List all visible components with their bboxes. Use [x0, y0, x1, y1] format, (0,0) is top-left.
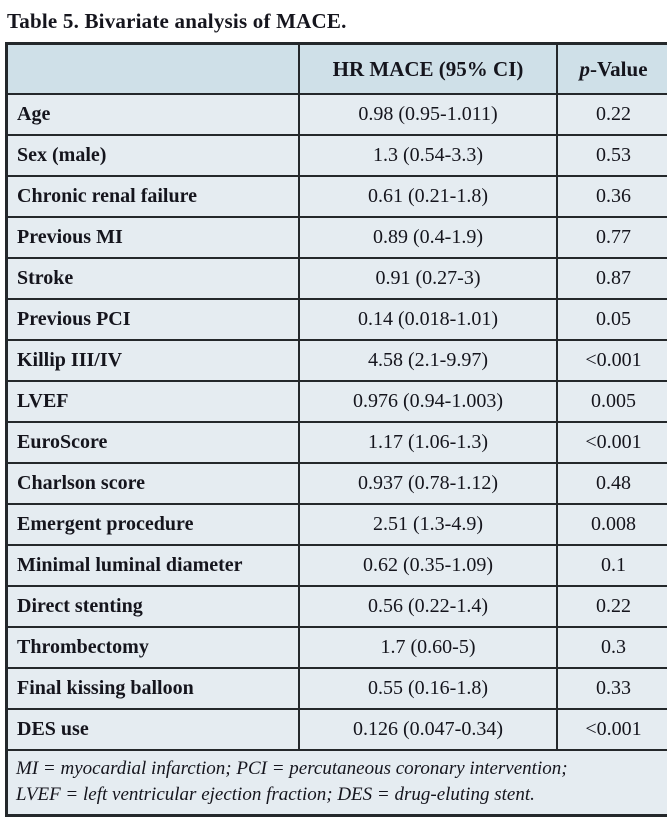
row-label: Direct stenting [5, 585, 300, 628]
row-label: Stroke [5, 257, 300, 300]
bivariate-analysis-table: HR MACE (95% CI) p-Value Age 0.98 (0.95-… [5, 42, 667, 817]
row-label: Charlson score [5, 462, 300, 505]
hr-value: 0.55 (0.16-1.8) [298, 667, 558, 710]
hr-value: 1.7 (0.60-5) [298, 626, 558, 669]
row-label: Sex (male) [5, 134, 300, 177]
footnote-cell: MI = myocardial infarction; PCI = percut… [5, 749, 667, 817]
table-row: Charlson score 0.937 (0.78-1.12) 0.48 [5, 462, 667, 505]
hr-value: 0.56 (0.22-1.4) [298, 585, 558, 628]
hr-value: 2.51 (1.3-4.9) [298, 503, 558, 546]
p-value: <0.001 [556, 421, 667, 464]
table-row: Previous MI 0.89 (0.4-1.9) 0.77 [5, 216, 667, 259]
table-row: DES use 0.126 (0.047-0.34) <0.001 [5, 708, 667, 751]
p-value: 0.05 [556, 298, 667, 341]
p-value: 0.22 [556, 585, 667, 628]
p-value: 0.33 [556, 667, 667, 710]
row-label: Emergent procedure [5, 503, 300, 546]
row-label: Previous MI [5, 216, 300, 259]
p-value: 0.48 [556, 462, 667, 505]
table-body: Age 0.98 (0.95-1.011) 0.22 Sex (male) 1.… [5, 93, 667, 751]
header-empty-cell [5, 42, 300, 95]
row-label: LVEF [5, 380, 300, 423]
p-value: 0.1 [556, 544, 667, 587]
p-value: 0.53 [556, 134, 667, 177]
p-value: 0.22 [556, 93, 667, 136]
table-row: Stroke 0.91 (0.27-3) 0.87 [5, 257, 667, 300]
table-row: Age 0.98 (0.95-1.011) 0.22 [5, 93, 667, 136]
p-value: 0.3 [556, 626, 667, 669]
table-row: Final kissing balloon 0.55 (0.16-1.8) 0.… [5, 667, 667, 710]
header-p-value: p-Value [556, 42, 667, 95]
hr-value: 1.17 (1.06-1.3) [298, 421, 558, 464]
row-label: Thrombectomy [5, 626, 300, 669]
row-label: Killip III/IV [5, 339, 300, 382]
p-value: 0.008 [556, 503, 667, 546]
table-row: Previous PCI 0.14 (0.018-1.01) 0.05 [5, 298, 667, 341]
table-row: Direct stenting 0.56 (0.22-1.4) 0.22 [5, 585, 667, 628]
hr-value: 0.62 (0.35-1.09) [298, 544, 558, 587]
p-value: 0.77 [556, 216, 667, 259]
hr-value: 0.91 (0.27-3) [298, 257, 558, 300]
footnote-line-2: LVEF = left ventricular ejection fractio… [16, 784, 535, 805]
table-header: HR MACE (95% CI) p-Value [5, 42, 667, 95]
table-row: Sex (male) 1.3 (0.54-3.3) 0.53 [5, 134, 667, 177]
p-value-rest: -Value [589, 56, 648, 81]
page-title: Table 5. Bivariate analysis of MACE. [7, 9, 347, 33]
hr-value: 0.976 (0.94-1.003) [298, 380, 558, 423]
row-label: Minimal luminal diameter [5, 544, 300, 587]
table-row: LVEF 0.976 (0.94-1.003) 0.005 [5, 380, 667, 423]
hr-value: 4.58 (2.1-9.97) [298, 339, 558, 382]
p-value: 0.36 [556, 175, 667, 218]
p-value: <0.001 [556, 339, 667, 382]
hr-value: 0.89 (0.4-1.9) [298, 216, 558, 259]
row-label: DES use [5, 708, 300, 751]
header-hr-mace: HR MACE (95% CI) [298, 42, 558, 95]
row-label: Chronic renal failure [5, 175, 300, 218]
table-row: Chronic renal failure 0.61 (0.21-1.8) 0.… [5, 175, 667, 218]
hr-value: 0.126 (0.047-0.34) [298, 708, 558, 751]
table-row: Thrombectomy 1.7 (0.60-5) 0.3 [5, 626, 667, 669]
row-label: Final kissing balloon [5, 667, 300, 710]
p-value: 0.005 [556, 380, 667, 423]
row-label: Age [5, 93, 300, 136]
row-label: Previous PCI [5, 298, 300, 341]
hr-value: 0.61 (0.21-1.8) [298, 175, 558, 218]
p-value: <0.001 [556, 708, 667, 751]
hr-value: 1.3 (0.54-3.3) [298, 134, 558, 177]
hr-value: 0.937 (0.78-1.12) [298, 462, 558, 505]
table-row: EuroScore 1.17 (1.06-1.3) <0.001 [5, 421, 667, 464]
row-label: EuroScore [5, 421, 300, 464]
p-value-italic-p: p [579, 56, 590, 81]
table-row: Emergent procedure 2.51 (1.3-4.9) 0.008 [5, 503, 667, 546]
hr-value: 0.98 (0.95-1.011) [298, 93, 558, 136]
hr-value: 0.14 (0.018-1.01) [298, 298, 558, 341]
table-row: Minimal luminal diameter 0.62 (0.35-1.09… [5, 544, 667, 587]
footnote-row: MI = myocardial infarction; PCI = percut… [5, 749, 667, 817]
p-value: 0.87 [556, 257, 667, 300]
header-row: HR MACE (95% CI) p-Value [5, 42, 667, 95]
table-row: Killip III/IV 4.58 (2.1-9.97) <0.001 [5, 339, 667, 382]
table-footnote: MI = myocardial infarction; PCI = percut… [5, 749, 667, 817]
footnote-line-1: MI = myocardial infarction; PCI = percut… [16, 758, 568, 779]
